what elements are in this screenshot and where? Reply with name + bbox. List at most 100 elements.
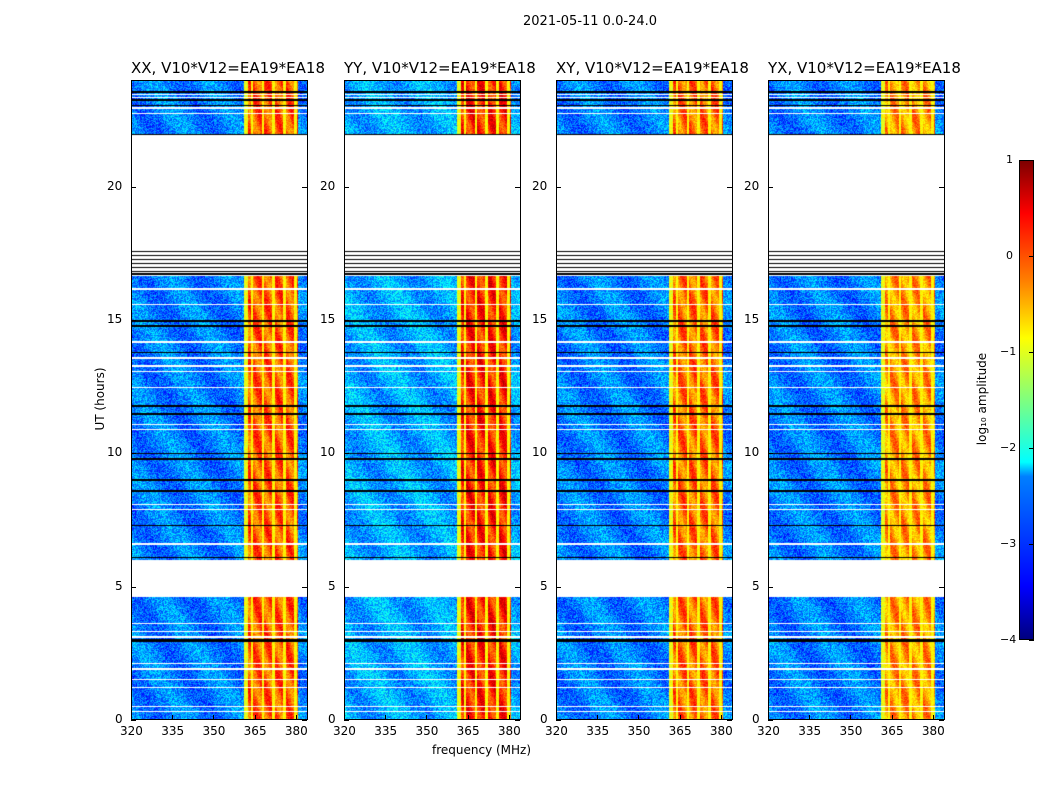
colorbar-tick-mark [1029,256,1034,257]
y-tick-mark [344,453,349,455]
figure-title: 2021-05-11 0.0-24.0 [523,14,657,29]
y-tick-mark [939,186,944,188]
y-tick-label: 15 [107,312,123,326]
y-tick-label: 10 [320,445,336,460]
y-tick-mark [515,586,520,588]
y-tick-mark [939,720,944,721]
y-tick-mark [131,720,136,721]
y-tick-label: 5 [540,578,548,593]
y-tick-mark [727,720,732,721]
x-tick-label: 365 [880,724,904,738]
heatmap-cells [132,81,307,719]
y-tick-mark [768,586,773,588]
y-tick-mark [768,320,773,321]
y-tick-mark [939,320,944,321]
x-tick-label: 320 [120,724,143,738]
y-tick-mark [344,720,349,721]
y-tick-mark [515,720,520,721]
y-tick-mark [727,186,732,188]
x-tick-label: 335 [586,724,610,738]
x-tick-mark [467,715,469,720]
x-tick-mark [891,715,893,720]
x-axis-label: frequency (MHz) [432,743,532,757]
x-tick-label: 320 [545,724,568,738]
colorbar [1019,160,1034,640]
x-tick-label: 350 [202,724,226,738]
y-tick-label: 5 [115,578,123,593]
x-tick-mark [809,715,811,720]
x-tick-mark [131,715,132,720]
colorbar-tick-mark [1029,352,1034,353]
heatmap-cells [345,81,520,719]
y-tick-mark [131,186,136,188]
x-tick-mark [172,715,174,720]
x-tick-label: 335 [161,724,185,738]
y-tick-mark [556,320,561,321]
x-tick-mark [597,715,599,720]
x-tick-label: 380 [284,724,308,738]
x-tick-label: 350 [839,724,863,738]
y-tick-mark [768,453,773,455]
colorbar-tick-label: −1 [1000,345,1017,358]
y-tick-mark [939,453,944,455]
y-tick-mark [515,320,520,321]
colorbar-tick-mark [1029,544,1034,545]
x-tick-mark [638,715,640,720]
y-tick-label: 0 [328,712,336,726]
x-tick-mark [213,715,215,720]
x-tick-mark [426,715,428,720]
colorbar-tick-mark [1029,640,1034,641]
y-tick-mark [515,453,520,455]
y-tick-mark [131,453,136,455]
y-tick-mark [131,586,136,588]
x-tick-label: 335 [374,724,398,738]
y-tick-label: 5 [328,578,336,593]
y-tick-label: 10 [744,445,760,460]
y-tick-mark [344,186,349,188]
y-tick-mark [727,586,732,588]
panel-title: XX, V10*V12=EA19*EA18 [131,59,326,77]
panel-title: YY, V10*V12=EA19*EA18 [344,59,536,77]
x-tick-mark [850,715,852,720]
x-tick-mark [385,715,387,720]
x-tick-mark [295,715,297,720]
x-tick-label: 350 [627,724,651,738]
y-tick-label: 15 [320,312,336,326]
y-tick-label: 20 [320,178,336,193]
y-tick-label: 0 [115,712,123,726]
x-tick-mark [720,715,722,720]
y-tick-mark [302,186,307,188]
x-tick-mark [254,715,256,720]
y-tick-mark [302,320,307,321]
x-tick-label: 380 [497,724,521,738]
y-tick-mark [344,320,349,321]
y-tick-label: 20 [107,178,123,193]
y-tick-mark [556,586,561,588]
y-tick-mark [302,453,307,455]
y-tick-mark [556,186,561,188]
x-tick-label: 320 [757,724,780,738]
y-tick-mark [768,720,773,721]
y-tick-label: 20 [532,178,548,193]
x-tick-mark [679,715,681,720]
colorbar-tick-label: −3 [1000,537,1017,550]
x-tick-label: 365 [243,724,267,738]
y-tick-label: 10 [107,445,123,460]
panel-title: XY, V10*V12=EA19*EA18 [556,59,749,77]
x-tick-mark [768,715,769,720]
y-tick-label: 0 [540,712,548,726]
x-tick-label: 350 [415,724,439,738]
x-tick-label: 320 [333,724,356,738]
y-tick-label: 15 [744,312,760,326]
x-tick-label: 365 [456,724,480,738]
y-tick-mark [727,453,732,455]
y-tick-mark [302,720,307,721]
y-tick-label: 10 [532,445,548,460]
y-tick-mark [939,586,944,588]
colorbar-tick-label: 0 [1006,249,1013,262]
y-tick-mark [515,186,520,188]
y-tick-mark [727,320,732,321]
y-tick-label: 5 [752,578,760,593]
x-tick-label: 380 [709,724,733,738]
